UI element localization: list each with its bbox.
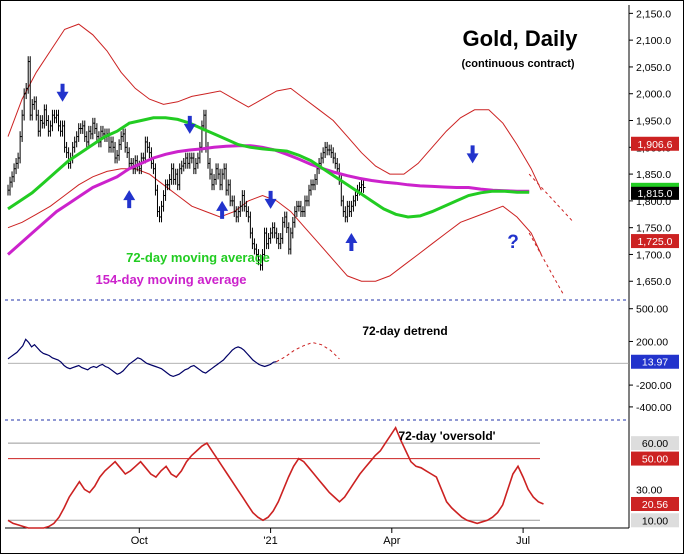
up-arrow-icon [216, 200, 229, 219]
price-y-tick-label: 2,050.0 [636, 62, 671, 74]
upper-band-line [7, 23, 542, 191]
oversold-value-label: 20.56 [642, 499, 668, 511]
chart-title: Gold, Daily [463, 26, 579, 51]
price-y-tick-label: 1,850.0 [636, 169, 671, 181]
price-tag-box [631, 234, 679, 249]
ma154-label: 154-day moving average [95, 272, 246, 287]
down-arrow-icon [56, 83, 69, 102]
ma72-line [7, 116, 530, 219]
price-y-tick-label: 1,700.0 [636, 249, 671, 261]
oversold-value-tag [631, 496, 679, 511]
detrend-panel: 500.00 200.00 -200.00 -400.00 13.97 [7, 304, 679, 414]
price-tag-label: 1,725.0 [637, 236, 672, 248]
price-tag-box [631, 136, 679, 151]
oversold-tick-box [631, 436, 679, 451]
oversold-title: 72-day 'oversold' [398, 429, 495, 443]
ma72-label: 72-day moving average [126, 250, 270, 265]
detrend-y-tick-label: -200.00 [636, 380, 672, 392]
detrend-title: 72-day detrend [362, 324, 447, 338]
detrend-y-tick-label: 200.00 [636, 336, 668, 348]
detrend-value-label: 13.97 [642, 357, 668, 369]
price-y-tick-label: 1,950.0 [636, 116, 671, 128]
oversold-y-tick-label: 10.00 [642, 515, 668, 527]
down-arrow-icon [466, 145, 479, 164]
chart-subtitle: (continuous contract) [461, 58, 574, 70]
oversold-line [7, 426, 544, 529]
oversold-y-tick-label: 50.00 [642, 454, 668, 466]
oversold-tick-box [631, 451, 679, 466]
up-arrow-icon [345, 233, 358, 252]
question-mark-annotation: ? [507, 232, 519, 253]
oversold-tick-box [631, 513, 679, 528]
price-y-tick-label: 2,000.0 [636, 89, 671, 101]
lower-band-line [7, 168, 542, 282]
price-tag-box [631, 185, 679, 200]
detrend-y-tick-label: 500.00 [636, 304, 668, 316]
price-y-tick-label: 2,100.0 [636, 35, 671, 47]
x-tick-label: Apr [383, 535, 400, 547]
upper-band-projection [528, 173, 574, 223]
price-y-tick-label: 1,650.0 [636, 276, 671, 288]
oversold-panel: 60.00 50.00 30.00 10.00 20.56 [7, 426, 679, 529]
price-tag-label: 1,815.0 [637, 188, 672, 200]
detrend-projection [276, 341, 340, 363]
down-arrow-icon [264, 190, 277, 209]
down-arrow-icon [183, 115, 196, 134]
price-panel: 2,150.02,100.02,050.02,000.01,950.01,900… [7, 8, 679, 295]
x-tick-label: Jul [516, 535, 530, 547]
x-tick-label: Oct [131, 535, 148, 547]
up-arrow-icon [123, 190, 136, 209]
price-y-tick-label: 1,750.0 [636, 223, 671, 235]
price-tag-label: 1,906.6 [637, 139, 672, 151]
x-tick-label: '21 [263, 535, 277, 547]
x-axis: Oct '21 Apr Jul [131, 528, 530, 547]
price-y-tick-label: 2,150.0 [636, 8, 671, 20]
ma72-axis-marker [631, 182, 679, 187]
detrend-line [7, 338, 277, 378]
oversold-y-tick-label: 60.00 [642, 438, 668, 450]
oversold-y-tick-label: 30.00 [636, 484, 662, 496]
detrend-y-tick-label: -400.00 [636, 402, 672, 414]
detrend-value-tag [631, 354, 679, 369]
